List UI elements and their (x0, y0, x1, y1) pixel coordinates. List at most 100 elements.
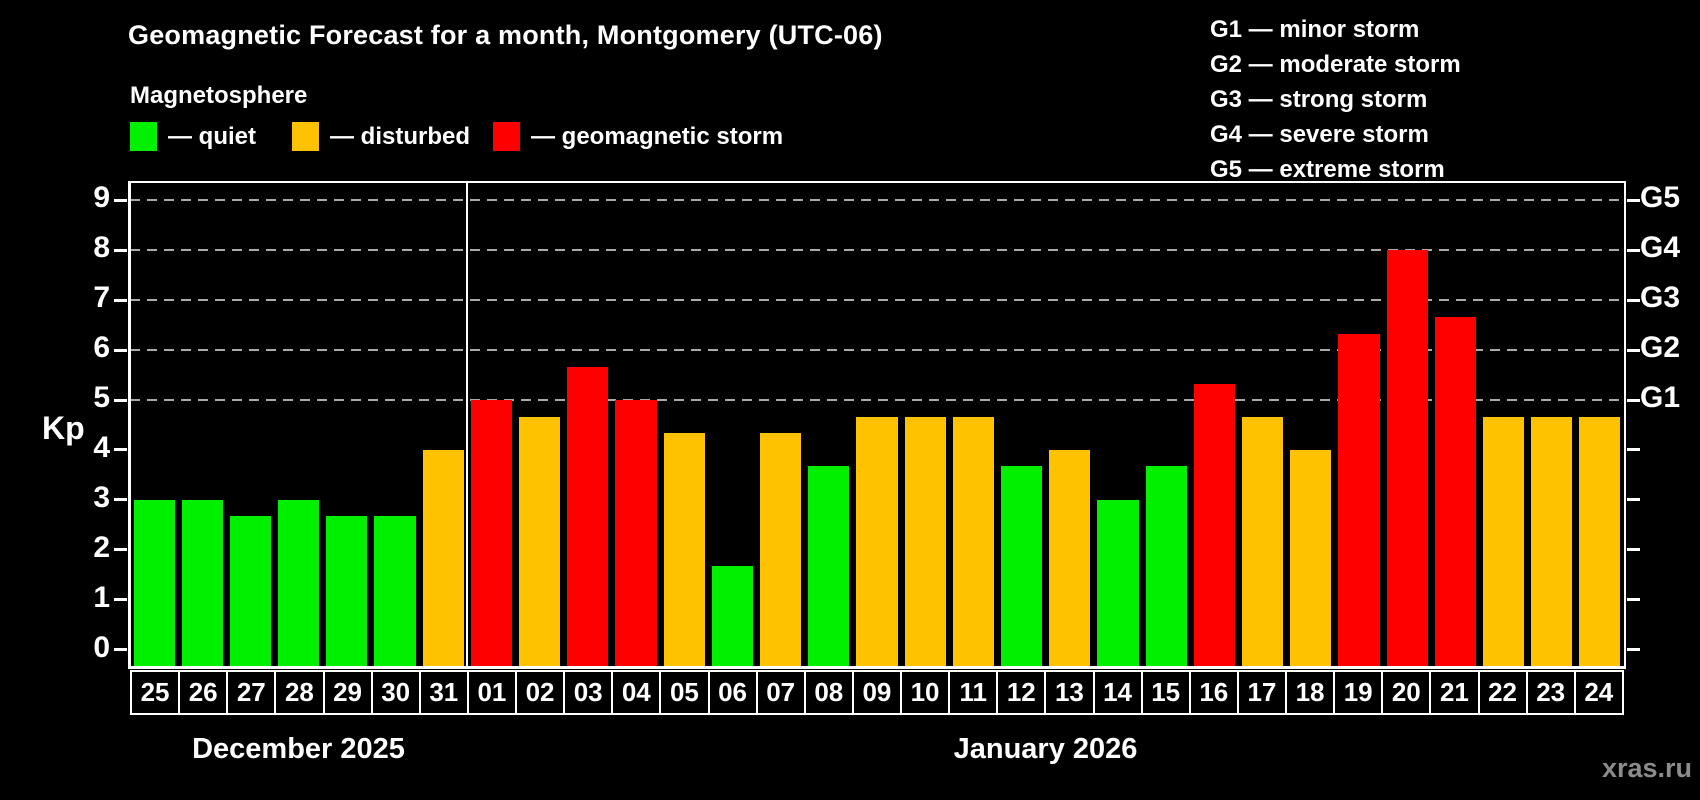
y-axis-tick-right-5 (1627, 398, 1640, 402)
g4-legend-line: G4 — severe storm (1210, 121, 1429, 148)
month-label-december: December 2025 (192, 733, 405, 765)
g-scale-label-g2: G2 (1640, 331, 1681, 365)
kp-bar-day-06 (711, 566, 753, 667)
kp-bar-day-24 (1579, 416, 1621, 667)
gridline-kp-8 (130, 249, 1624, 252)
kp-bar-day-08 (808, 466, 850, 667)
g2-legend-line: G2 — moderate storm (1210, 51, 1461, 78)
kp-bar-day-25 (133, 499, 175, 667)
kp-bar-day-02 (519, 416, 561, 667)
y-axis-tick-left-6 (114, 348, 127, 352)
y-axis-tick-left-4 (114, 448, 127, 452)
y-axis-tick-left-7 (114, 298, 127, 302)
y-axis-title-kp: Kp (42, 410, 85, 446)
kp-bar-day-03 (567, 366, 609, 667)
g1-legend-line: G1 — minor storm (1210, 16, 1420, 43)
kp-bar-day-09 (856, 416, 898, 667)
storm-scale-legend: G1 — minor storm G2 — moderate storm G3 … (1210, 12, 1461, 187)
kp-bar-day-15 (1145, 466, 1187, 667)
y-axis-tick-right-8 (1627, 248, 1640, 252)
y-axis-tick-right-3 (1627, 498, 1640, 502)
kp-bar-day-20 (1386, 250, 1428, 667)
y-axis-tick-left-8 (114, 248, 127, 252)
x-axis-day-cell-15: 15 (1140, 670, 1191, 715)
kp-bar-day-18 (1290, 449, 1332, 667)
x-axis-day-cell-19: 19 (1333, 670, 1384, 715)
kp-bar-day-19 (1338, 333, 1380, 667)
g5-legend-line: G5 — extreme storm (1210, 156, 1445, 183)
page-title: Geomagnetic Forecast for a month, Montgo… (128, 20, 883, 50)
x-axis-day-cell-17: 17 (1236, 670, 1287, 715)
y-axis-label-0: 0 (93, 630, 110, 664)
g-scale-label-g5: G5 (1640, 181, 1681, 215)
y-axis-tick-left-1 (114, 598, 127, 602)
x-axis-day-cell-11: 11 (948, 670, 999, 715)
g-scale-label-g1: G1 (1640, 381, 1681, 415)
kp-bar-day-17 (1241, 416, 1284, 667)
x-axis-day-cell-18: 18 (1285, 670, 1336, 715)
x-axis-day-cell-02: 02 (515, 670, 566, 715)
y-axis-tick-left-2 (114, 548, 127, 552)
legend-item-quiet: — quiet (130, 122, 256, 151)
legend-item-storm: — geomagnetic storm (493, 122, 783, 151)
gridline-kp-6 (130, 349, 1624, 352)
subtitle-magnetosphere: Magnetosphere (130, 82, 308, 109)
x-axis-day-cell-26: 26 (178, 670, 229, 715)
x-axis-day-cell-13: 13 (1044, 670, 1095, 715)
x-axis-day-cell-28: 28 (274, 670, 325, 715)
y-axis-label-7: 7 (93, 281, 110, 315)
g-scale-label-g4: G4 (1640, 231, 1681, 265)
gridline-kp-9 (130, 199, 1624, 202)
x-axis-day-row: 25 26 27 28 29 30 31 01 02 03 04 05 06 07 08 09 10 11 12 13… (130, 670, 1624, 715)
g-scale-label-g3: G3 (1640, 281, 1681, 315)
y-axis-label-9: 9 (93, 181, 110, 215)
storm-color-swatch (493, 122, 520, 151)
month-separator-line (466, 183, 469, 667)
y-axis-tick-left-5 (114, 398, 127, 402)
y-axis-tick-right-2 (1627, 548, 1640, 552)
legend-quiet-label: — quiet (168, 122, 256, 150)
kp-bar-day-16 (1193, 383, 1235, 667)
x-axis-day-cell-06: 06 (707, 670, 758, 715)
x-axis-day-cell-24: 24 (1573, 670, 1624, 715)
y-axis-tick-right-1 (1627, 598, 1640, 602)
x-axis-day-cell-09: 09 (851, 670, 902, 715)
x-axis-day-cell-14: 14 (1092, 670, 1143, 715)
kp-bar-day-14 (1097, 499, 1139, 667)
kp-bar-day-12 (1000, 466, 1043, 667)
x-axis-day-cell-31: 31 (418, 670, 469, 715)
kp-bar-day-04 (615, 400, 657, 667)
x-axis-day-cell-01: 01 (466, 670, 517, 715)
x-axis-day-cell-07: 07 (755, 670, 806, 715)
y-axis-tick-left-0 (114, 648, 127, 652)
y-axis-tick-left-9 (114, 198, 127, 202)
x-axis-day-cell-22: 22 (1477, 670, 1528, 715)
x-axis-day-cell-12: 12 (996, 670, 1047, 715)
x-axis-day-cell-25: 25 (130, 670, 181, 715)
x-axis-day-cell-16: 16 (1188, 670, 1239, 715)
kp-bar-day-11 (952, 416, 994, 667)
kp-bar-day-01 (470, 400, 513, 667)
watermark: xras.ru (1601, 753, 1692, 783)
x-axis-day-cell-27: 27 (226, 670, 277, 715)
month-label-january: January 2026 (953, 733, 1138, 765)
x-axis-day-cell-04: 04 (611, 670, 662, 715)
y-axis-label-8: 8 (93, 231, 110, 265)
y-axis-label-2: 2 (93, 530, 110, 564)
kp-bar-day-29 (326, 516, 368, 667)
y-axis-tick-right-7 (1627, 298, 1640, 302)
kp-bar-day-28 (278, 499, 320, 667)
y-axis-label-3: 3 (93, 480, 110, 514)
x-axis-day-cell-10: 10 (900, 670, 951, 715)
x-axis-day-cell-30: 30 (370, 670, 421, 715)
x-axis-day-cell-05: 05 (659, 670, 710, 715)
kp-bar-day-23 (1531, 416, 1573, 667)
quiet-color-swatch (130, 122, 157, 151)
y-axis-tick-right-4 (1627, 448, 1640, 452)
y-axis-tick-right-6 (1627, 348, 1640, 352)
kp-bar-day-22 (1482, 416, 1525, 667)
legend-item-disturbed: — disturbed (292, 122, 470, 151)
y-axis-label-6: 6 (93, 331, 110, 365)
x-axis-day-cell-21: 21 (1429, 670, 1480, 715)
